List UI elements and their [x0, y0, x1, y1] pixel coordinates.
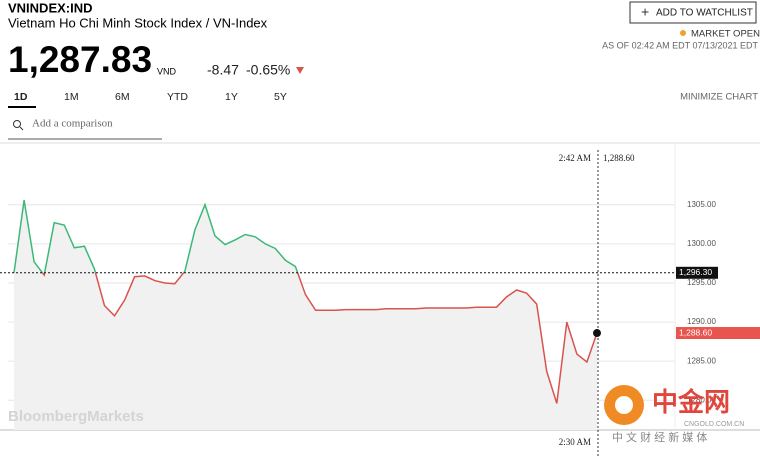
previous-close-label: 1,296.30	[679, 267, 712, 277]
logo-inner	[615, 396, 633, 414]
ticker: VNINDEX:IND	[8, 0, 93, 15]
watchlist-label: ADD TO WATCHLIST	[656, 8, 753, 19]
y-tick-label: 1295.00	[687, 278, 716, 287]
plus-icon: +	[641, 4, 649, 20]
last-box	[676, 327, 760, 340]
plot: 1305.00 1300.00 1295.00 1290.00 1285.00 1280.…	[0, 143, 760, 458]
tab[interactable]: YTD	[167, 91, 188, 103]
price: 1,287.83	[8, 39, 152, 80]
search-icon-handle	[19, 126, 24, 131]
status-dot	[680, 30, 686, 36]
crosshair-time: 2:42 AM	[559, 153, 591, 163]
y-tick-label: 1305.00	[687, 200, 716, 209]
watchlist-button[interactable]	[629, 1, 757, 24]
site-slogan: 中 文 财 经 新 媒 体	[612, 430, 707, 444]
last-label: 1,288.60	[679, 327, 712, 337]
tabs: 1D 1M 6M YTD 1Y 5Y	[14, 91, 287, 103]
area	[14, 200, 597, 430]
site-name: 中金网	[652, 387, 730, 417]
line-down	[13, 272, 598, 404]
previous-close-box	[676, 266, 718, 279]
as-of: AS OF 02:42 AM EDT 07/13/2021 EDT	[602, 40, 758, 50]
y-tick-label: 1280.00	[687, 395, 716, 404]
search-input[interactable]: Add a comparison	[32, 118, 113, 130]
y-tick-label: 1290.00	[687, 317, 716, 326]
tab[interactable]: 1M	[64, 91, 79, 103]
change-pct: -0.65%	[246, 62, 290, 78]
crosshair-value: 1,288.60	[603, 153, 635, 163]
market-status: MARKET OPEN	[691, 29, 760, 40]
currency: VND	[157, 66, 177, 76]
last-point	[593, 329, 601, 338]
x-label: 2:30 AM	[559, 437, 591, 447]
down-arrow	[296, 67, 304, 74]
y-tick-label: 1285.00	[687, 356, 716, 365]
tab[interactable]: 1Y	[225, 91, 238, 103]
tab[interactable]: 1D	[14, 91, 28, 103]
search-icon	[13, 120, 21, 128]
site-url: CNGOLD.COM.CN	[684, 421, 744, 428]
change: -8.47	[207, 62, 239, 78]
tab[interactable]: 5Y	[274, 91, 287, 103]
minimize-chart[interactable]: MINIMIZE CHART	[680, 92, 758, 103]
index-name: Vietnam Ho Chi Minh Stock Index / VN-Ind…	[8, 15, 268, 30]
tab[interactable]: 6M	[115, 91, 130, 103]
bloomberg-watermark: BloombergMarkets	[8, 408, 144, 425]
y-tick-label: 1300.00	[687, 239, 716, 248]
